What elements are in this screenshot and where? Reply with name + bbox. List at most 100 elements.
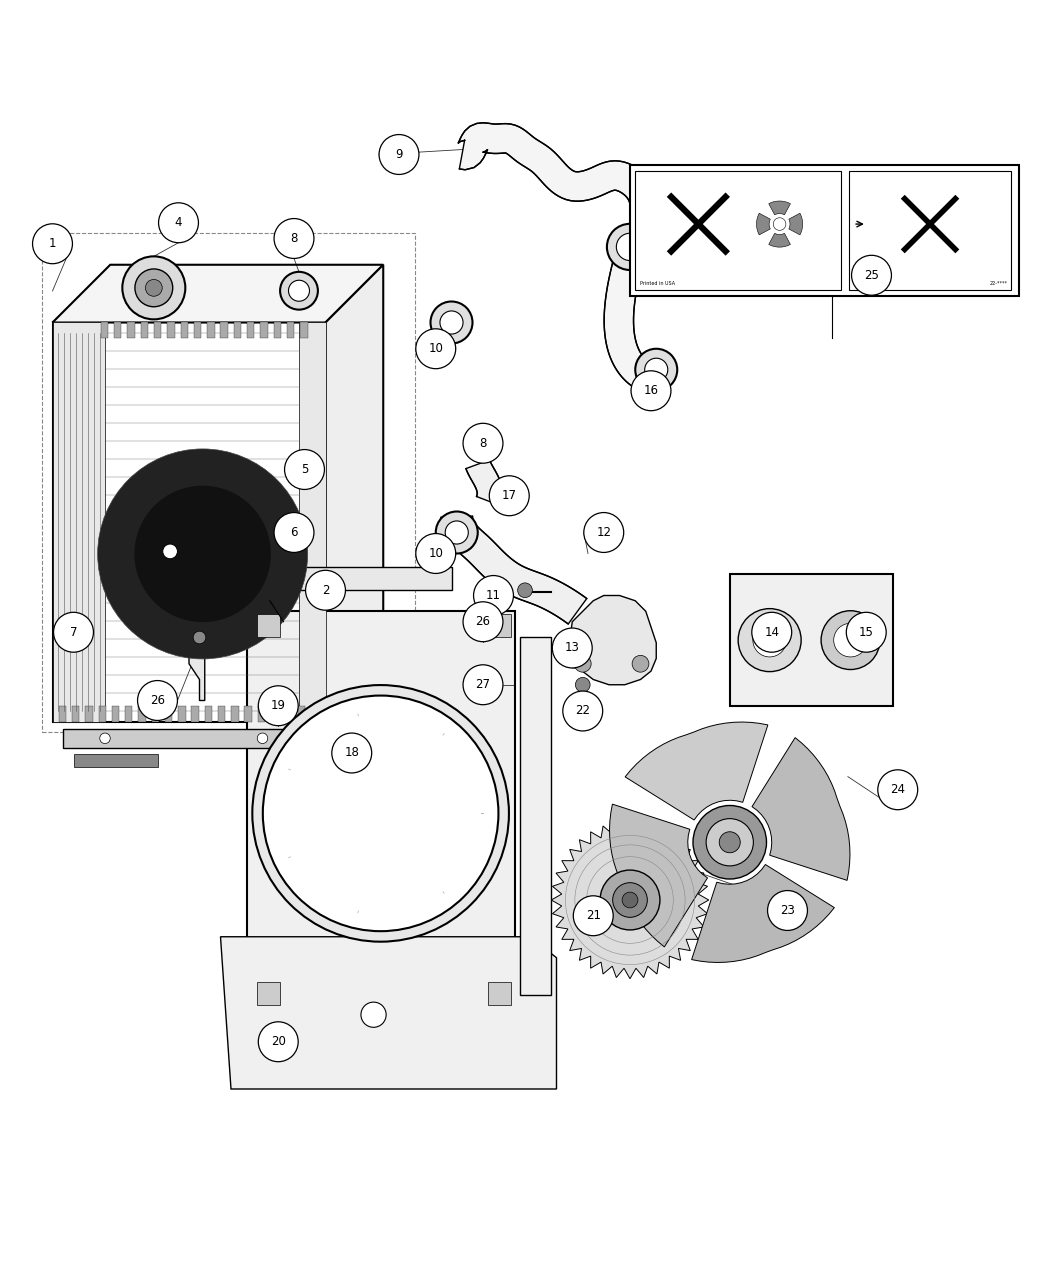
- Circle shape: [258, 686, 298, 725]
- Circle shape: [274, 218, 314, 259]
- Polygon shape: [692, 864, 835, 963]
- Bar: [257, 982, 280, 1005]
- Circle shape: [159, 203, 198, 242]
- Circle shape: [563, 691, 603, 731]
- Polygon shape: [604, 250, 652, 390]
- Circle shape: [878, 770, 918, 810]
- Text: 23: 23: [780, 904, 795, 917]
- Polygon shape: [326, 265, 383, 722]
- Bar: [114, 323, 122, 338]
- Bar: [52, 323, 105, 722]
- Circle shape: [738, 608, 801, 672]
- Circle shape: [607, 224, 653, 270]
- Circle shape: [134, 269, 173, 307]
- Circle shape: [416, 329, 456, 368]
- Circle shape: [332, 733, 372, 773]
- Circle shape: [489, 476, 529, 515]
- Circle shape: [612, 882, 647, 917]
- Bar: [231, 706, 238, 722]
- Circle shape: [430, 301, 473, 343]
- Bar: [139, 706, 146, 722]
- Bar: [635, 171, 840, 289]
- Circle shape: [463, 602, 503, 641]
- Bar: [141, 323, 148, 338]
- Circle shape: [289, 280, 310, 301]
- Circle shape: [252, 685, 509, 942]
- Polygon shape: [441, 516, 587, 623]
- Text: 15: 15: [859, 626, 874, 639]
- Circle shape: [575, 677, 590, 692]
- Bar: [300, 323, 308, 338]
- Text: Printed in USA: Printed in USA: [640, 280, 675, 286]
- Text: 22-****: 22-****: [990, 280, 1008, 286]
- Circle shape: [463, 423, 503, 463]
- Bar: [99, 706, 106, 722]
- Circle shape: [379, 135, 419, 175]
- Text: 20: 20: [271, 1035, 286, 1048]
- Bar: [234, 323, 242, 338]
- Polygon shape: [466, 460, 502, 505]
- Circle shape: [622, 892, 638, 908]
- Text: 10: 10: [428, 342, 443, 356]
- Polygon shape: [769, 201, 791, 214]
- Text: 25: 25: [864, 269, 879, 282]
- Bar: [311, 706, 318, 722]
- Text: 16: 16: [644, 384, 658, 398]
- Bar: [191, 706, 198, 722]
- Bar: [257, 706, 265, 722]
- Circle shape: [193, 631, 206, 644]
- Bar: [101, 323, 108, 338]
- Bar: [247, 611, 514, 1015]
- Text: 26: 26: [150, 694, 165, 708]
- Circle shape: [262, 696, 499, 931]
- Circle shape: [552, 629, 592, 668]
- Bar: [59, 706, 66, 722]
- Circle shape: [574, 655, 591, 672]
- Circle shape: [821, 611, 880, 669]
- Polygon shape: [789, 213, 802, 235]
- Circle shape: [100, 733, 110, 743]
- Bar: [127, 323, 134, 338]
- Bar: [165, 706, 172, 722]
- Circle shape: [134, 486, 271, 622]
- Bar: [630, 164, 1018, 296]
- Polygon shape: [458, 122, 662, 255]
- Text: 11: 11: [486, 589, 501, 602]
- Text: 4: 4: [174, 217, 183, 230]
- Circle shape: [98, 449, 308, 659]
- Bar: [85, 706, 92, 722]
- Circle shape: [773, 218, 785, 231]
- Bar: [247, 323, 254, 338]
- Text: 8: 8: [479, 437, 487, 450]
- Bar: [848, 171, 1011, 289]
- Polygon shape: [757, 213, 771, 235]
- Circle shape: [306, 570, 345, 611]
- Circle shape: [518, 583, 532, 598]
- Text: 6: 6: [290, 527, 298, 539]
- Circle shape: [645, 358, 668, 381]
- Bar: [207, 323, 214, 338]
- Circle shape: [138, 681, 177, 720]
- Circle shape: [163, 544, 177, 558]
- Bar: [257, 567, 452, 590]
- Bar: [257, 615, 280, 638]
- Circle shape: [753, 623, 786, 657]
- Bar: [178, 706, 186, 722]
- Bar: [74, 754, 158, 766]
- Circle shape: [852, 255, 891, 296]
- Bar: [488, 615, 511, 638]
- Circle shape: [361, 1002, 386, 1028]
- Polygon shape: [625, 722, 768, 820]
- Text: 24: 24: [890, 783, 905, 797]
- Polygon shape: [520, 638, 551, 994]
- Bar: [274, 323, 281, 338]
- Circle shape: [573, 896, 613, 936]
- Circle shape: [123, 256, 186, 319]
- Bar: [112, 706, 120, 722]
- Circle shape: [463, 664, 503, 705]
- Bar: [181, 323, 188, 338]
- Text: 13: 13: [565, 641, 580, 654]
- Circle shape: [258, 1021, 298, 1062]
- Bar: [194, 323, 202, 338]
- Text: 10: 10: [428, 547, 443, 560]
